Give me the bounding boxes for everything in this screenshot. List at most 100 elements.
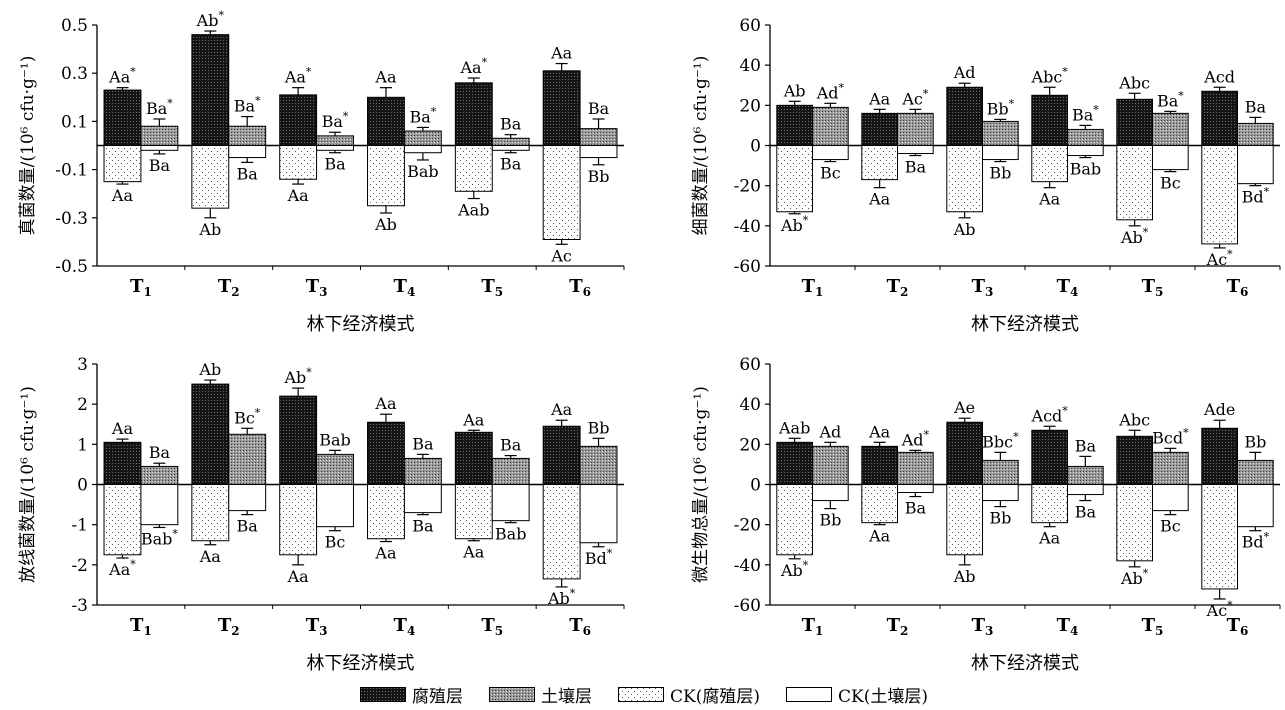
significance-label: Ab — [783, 81, 806, 100]
x-tick-label: T2 — [218, 276, 240, 299]
significance-label: Ba* — [146, 97, 173, 118]
bar-ck-humus — [1031, 145, 1069, 183]
bar-ck-soil — [812, 484, 849, 502]
x-tick-label: T2 — [887, 615, 909, 638]
bar-humus — [776, 104, 813, 147]
bar-ck-soil — [897, 145, 934, 155]
x-tick-label: T3 — [972, 615, 994, 638]
significance-label: Ab* — [196, 9, 225, 30]
significance-label: Aa — [374, 394, 397, 413]
significance-label: Ab — [953, 567, 976, 586]
x-tick-label: T1 — [130, 615, 152, 638]
bar-ck-soil — [1152, 484, 1189, 512]
bar-humus — [279, 94, 318, 146]
y-tick-label: -3 — [71, 596, 88, 616]
bar-ck-humus — [542, 484, 581, 580]
y-tick-label: 0 — [750, 137, 761, 157]
x-axis-label: 林下经济模式 — [971, 653, 1079, 674]
y-tick-label: -60 — [734, 257, 761, 277]
significance-label: Ba — [149, 156, 171, 175]
significance-label: Ba — [588, 99, 610, 118]
significance-label: Aab — [457, 201, 489, 220]
x-tick-label: T5 — [1142, 276, 1164, 299]
x-tick-label: T2 — [218, 615, 240, 638]
significance-label: Ba — [1075, 503, 1097, 522]
significance-label: Ac* — [1206, 599, 1234, 620]
significance-label: Ba — [412, 517, 434, 536]
y-tick-label: 20 — [739, 96, 761, 116]
bar-ck-soil — [403, 484, 442, 514]
y-tick-label: 20 — [739, 435, 761, 455]
significance-label: Bab — [407, 162, 439, 181]
significance-label: Bb* — [987, 97, 1015, 118]
significance-label: Ab — [953, 220, 976, 239]
significance-label: Aa* — [460, 56, 488, 77]
bar-humus — [1031, 429, 1069, 485]
significance-label: Ab* — [780, 214, 809, 235]
significance-label: Ba — [500, 115, 522, 134]
y-tick-label: -40 — [734, 556, 761, 576]
x-tick-label: T4 — [1057, 615, 1079, 638]
bar-soil — [1237, 122, 1274, 146]
x-axis-label: 林下经济模式 — [307, 314, 415, 335]
significance-label: Bbc* — [982, 430, 1019, 451]
significance-label: Bc — [1160, 174, 1181, 193]
bar-soil — [897, 451, 934, 486]
significance-label: Ab* — [780, 559, 809, 580]
bar-ck-humus — [103, 145, 142, 183]
y-tick-label: 0 — [750, 476, 761, 496]
x-tick-label: T4 — [1057, 276, 1079, 299]
significance-label: Ad* — [901, 428, 930, 449]
significance-label: Bd* — [585, 547, 613, 568]
significance-label: Ab — [374, 215, 397, 234]
bar-humus — [776, 441, 813, 486]
bar-ck-soil — [812, 145, 849, 161]
significance-label: Bab* — [141, 527, 179, 548]
x-tick-label: T5 — [481, 615, 503, 638]
chart-panel-4: -60 -40 -20 0 20 40 60 微生物总量/(10⁶ cfu·g⁻¹) 林下经济模… — [691, 355, 1281, 674]
significance-label: Ba — [905, 499, 927, 518]
bar-ck-soil — [1067, 145, 1104, 157]
chart-panel-3: -3 -2 -1 0 1 2 3 放线菌数量/(10⁶ cfu·g⁻¹) 林下经济模式 T1 Aa B… — [18, 355, 625, 674]
significance-label: Bc — [325, 533, 346, 552]
significance-label: Aa — [1038, 529, 1061, 548]
significance-label: Ad — [818, 422, 841, 441]
bar-soil — [140, 465, 179, 485]
chart-panel-2: -60 -40 -20 0 20 40 60 细菌数量/(10⁶ cfu·g⁻¹) 林下经济模式… — [691, 16, 1281, 335]
significance-label: Aab — [778, 418, 810, 437]
x-tick-label: T1 — [130, 276, 152, 299]
bar-ck-soil — [491, 145, 530, 151]
bar-soil — [982, 459, 1019, 485]
significance-label: Ab — [198, 360, 221, 379]
chart-panels: -0.5 -0.3 -0.1 0.1 0.3 0.5 真菌数量/(10⁶ cfu·g⁻¹) 林… — [18, 9, 1281, 674]
significance-label: Ba* — [322, 110, 349, 131]
x-tick-label: T5 — [1142, 615, 1164, 638]
legend-label-humus: 腐殖层 — [412, 686, 463, 707]
y-axis-label: 微生物总量/(10⁶ cfu·g⁻¹) — [691, 386, 711, 583]
y-axis-label: 细菌数量/(10⁶ cfu·g⁻¹) — [691, 56, 711, 236]
significance-label: Ba — [237, 517, 259, 536]
bar-humus — [191, 383, 230, 486]
y-tick-label: 40 — [739, 395, 761, 415]
x-tick-label: T4 — [394, 276, 416, 299]
x-tick-label: T3 — [972, 276, 994, 299]
significance-label: Bb — [1244, 432, 1266, 451]
bar-ck-humus — [946, 484, 983, 556]
legend: 腐殖层 土壤层 CK(腐殖层) CK(土壤层) — [360, 682, 928, 707]
bar-ck-soil — [1237, 484, 1274, 528]
bar-soil — [228, 433, 267, 485]
significance-label: Bc — [1160, 517, 1181, 536]
bar-soil — [316, 135, 354, 147]
bar-ck-humus — [1031, 484, 1069, 524]
legend-swatch-soil — [489, 686, 535, 702]
bar-humus — [1201, 427, 1239, 485]
bar-humus — [861, 445, 898, 486]
bar-ck-humus — [279, 484, 318, 556]
significance-label: Abc — [1118, 73, 1150, 92]
significance-label: Ba — [1245, 97, 1267, 116]
y-tick-label: -1 — [71, 516, 88, 536]
legend-label-ck-soil: CK(土壤层) — [837, 686, 928, 707]
y-tick-label: -20 — [734, 177, 761, 197]
bar-humus — [1201, 90, 1239, 146]
bar-ck-humus — [1201, 145, 1239, 245]
